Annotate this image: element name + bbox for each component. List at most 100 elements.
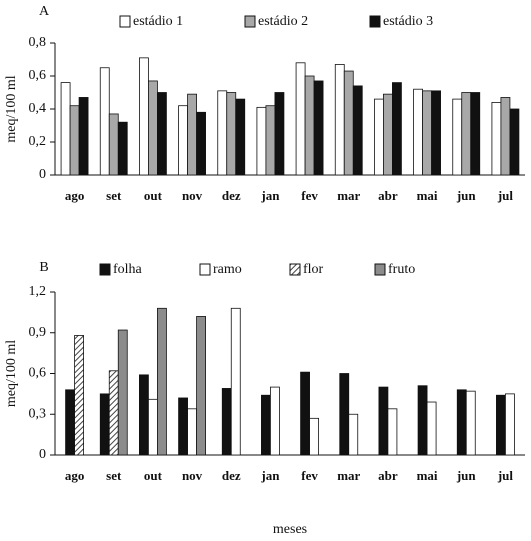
bar xyxy=(65,389,75,456)
bar xyxy=(217,90,228,176)
y-tick-label: 0,8 xyxy=(29,35,47,50)
bar xyxy=(187,408,197,456)
panel-label: A xyxy=(39,4,50,19)
bar xyxy=(139,374,149,456)
x-tick-label: jun xyxy=(456,468,477,483)
x-tick-label: out xyxy=(144,468,163,483)
bar xyxy=(509,108,520,176)
x-tick-label: abr xyxy=(378,188,398,203)
y-tick-label: 0,6 xyxy=(29,366,47,381)
bar xyxy=(78,97,89,176)
legend-swatch xyxy=(369,15,381,28)
x-tick-label: dez xyxy=(222,468,241,483)
x-tick-label: abr xyxy=(378,468,398,483)
legend-swatch xyxy=(119,15,131,28)
bar xyxy=(426,401,437,456)
bar xyxy=(334,64,345,176)
bar xyxy=(270,386,280,456)
x-tick-label: jun xyxy=(456,188,477,203)
bar xyxy=(108,370,119,456)
bar xyxy=(461,92,472,176)
bar xyxy=(352,85,363,176)
legend-label: estádio 1 xyxy=(133,14,183,29)
bar xyxy=(300,371,310,456)
bar xyxy=(417,385,428,456)
bar xyxy=(99,67,110,176)
legend-label: folha xyxy=(113,262,143,277)
bar xyxy=(157,92,167,176)
bar xyxy=(235,98,246,176)
y-tick-label: 0,2 xyxy=(29,134,47,149)
bar xyxy=(256,106,267,176)
bar xyxy=(304,75,315,176)
bar xyxy=(383,93,393,176)
bar xyxy=(392,82,402,176)
y-tick-label: 0,9 xyxy=(29,325,47,340)
y-tick-label: 1,2 xyxy=(29,284,47,299)
bar xyxy=(221,388,232,456)
bar xyxy=(117,329,128,456)
x-tick-label: fev xyxy=(301,188,318,203)
bar xyxy=(74,335,84,456)
legend-label: fruto xyxy=(388,262,415,277)
bar xyxy=(261,394,271,456)
bar xyxy=(178,105,188,176)
bar xyxy=(348,413,359,456)
bar xyxy=(157,307,167,456)
bar xyxy=(117,121,128,176)
x-tick-label: jul xyxy=(497,188,514,203)
bar xyxy=(456,389,467,456)
legend-swatch xyxy=(99,263,111,276)
y-tick-label: 0 xyxy=(39,167,46,182)
bar xyxy=(343,70,354,176)
legend-swatch xyxy=(374,263,386,276)
legend-label: flor xyxy=(303,262,324,277)
bar xyxy=(496,394,506,456)
bar xyxy=(422,90,432,176)
x-tick-label: fev xyxy=(301,468,318,483)
bar xyxy=(505,393,515,456)
bar xyxy=(387,408,398,456)
bar xyxy=(274,92,285,176)
panel-label: B xyxy=(39,260,48,275)
x-tick-label: dez xyxy=(222,188,241,203)
bar xyxy=(465,390,476,456)
x-tick-label: set xyxy=(106,468,122,483)
bar xyxy=(452,98,463,176)
y-axis-title: meq/100 ml xyxy=(4,340,19,407)
x-tick-label: jan xyxy=(260,468,280,483)
legend-swatch xyxy=(244,15,256,28)
x-tick-label: ago xyxy=(65,468,85,483)
x-tick-label: mar xyxy=(337,188,360,203)
bar xyxy=(99,393,110,456)
bar xyxy=(148,398,158,456)
y-tick-label: 0,6 xyxy=(29,68,47,83)
bar xyxy=(500,97,511,176)
x-tick-label: out xyxy=(144,188,163,203)
bar xyxy=(230,307,241,456)
x-tick-label: nov xyxy=(182,188,203,203)
bar xyxy=(374,98,384,176)
y-axis-title: meq/100 ml xyxy=(4,75,19,142)
bar xyxy=(431,90,441,176)
bar xyxy=(60,82,71,176)
bar xyxy=(309,417,319,456)
bar xyxy=(148,80,158,176)
x-tick-label: nov xyxy=(182,468,203,483)
y-tick-label: 0,3 xyxy=(29,406,47,421)
legend-label: estádio 3 xyxy=(383,14,433,29)
bar xyxy=(139,57,149,176)
x-tick-label: set xyxy=(106,188,122,203)
bar xyxy=(108,113,119,176)
bar xyxy=(470,92,481,176)
x-tick-label: jan xyxy=(260,188,280,203)
legend-label: estádio 2 xyxy=(258,14,308,29)
bar xyxy=(339,373,350,456)
y-tick-label: 0 xyxy=(39,447,46,462)
bar xyxy=(295,62,306,176)
bar xyxy=(378,386,389,456)
x-tick-label: mar xyxy=(337,468,360,483)
bar xyxy=(491,102,502,176)
bar xyxy=(226,92,237,176)
